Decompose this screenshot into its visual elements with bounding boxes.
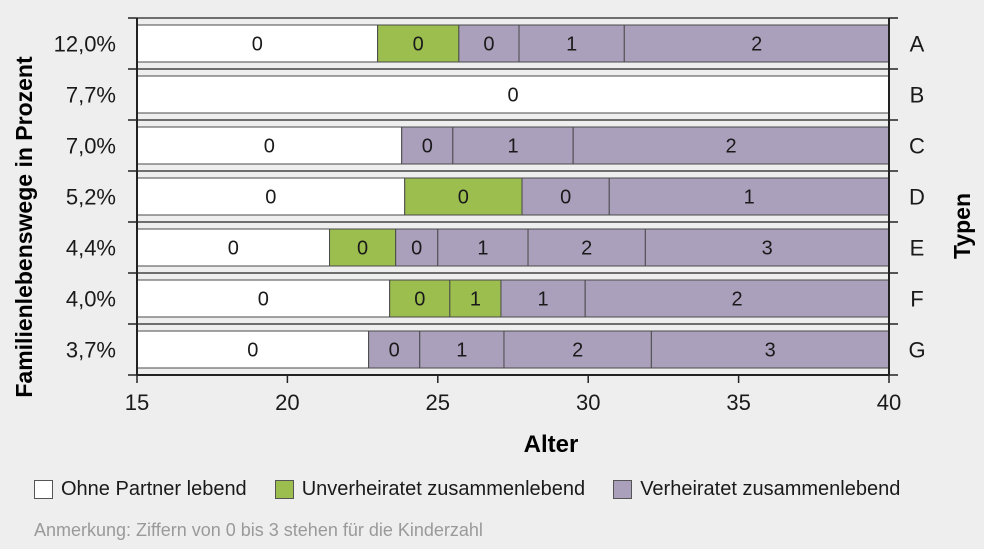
x-axis-label: Alter (524, 431, 579, 458)
bar-segment (452, 126, 574, 165)
row-percent-label: 7,0% (66, 134, 116, 159)
bars: 0 0 0 1 2 0 0 0 1 2 0 0 0 1 0 0 0 1 2 3 0 0 1 1 2 0 0 1 2 3 (136, 24, 890, 369)
segment-label: 0 (247, 340, 258, 362)
bar-segment (500, 279, 586, 318)
x-tick-label: 15 (125, 390, 149, 415)
row-type-label: B (910, 83, 925, 108)
legend-item-verheiratet: Verheiratet zusammenlebend (613, 478, 900, 501)
segment-label: 0 (413, 34, 424, 56)
x-tick-label: 25 (426, 390, 450, 415)
segment-label: 1 (456, 340, 467, 362)
bar-segment (584, 279, 890, 318)
row-percent-label: 4,0% (66, 287, 116, 312)
segment-label: 1 (744, 187, 755, 209)
row-percent-label: 7,7% (66, 83, 116, 108)
segment-label: 2 (581, 238, 592, 260)
bar-segment (395, 228, 439, 267)
row-type-label: D (909, 185, 925, 210)
segment-label: 0 (389, 340, 400, 362)
bar-segment (136, 177, 406, 216)
right-axis-label: Typen (949, 193, 975, 259)
bar-segment (644, 228, 890, 267)
legend-item-unverheiratet: Unverheiratet zusammenlebend (274, 478, 586, 501)
row-percent-label: 4,4% (66, 236, 116, 261)
bar-segment (503, 330, 652, 369)
legend: Ohne Partner lebend Unverheiratet zusamm… (34, 478, 928, 501)
segment-label: 1 (470, 289, 481, 311)
bar-segment (368, 330, 421, 369)
segment-label: 0 (252, 34, 263, 56)
bar-segment (329, 228, 397, 267)
bar-segment (136, 279, 391, 318)
segment-label: 1 (538, 289, 549, 311)
bar-segment (136, 75, 890, 114)
segment-label: 0 (258, 289, 269, 311)
row-percent-label: 12,0% (54, 32, 116, 57)
bar-segment (419, 330, 505, 369)
x-tick-label: 20 (275, 390, 299, 415)
segment-label: 0 (411, 238, 422, 260)
segment-label: 0 (357, 238, 368, 260)
legend-label: Unverheiratet zusammenlebend (301, 478, 586, 500)
bar-segment (437, 228, 529, 267)
x-tick-label: 30 (576, 390, 600, 415)
segment-label: 0 (422, 136, 433, 158)
segment-label: 0 (265, 187, 276, 209)
segment-label: 0 (560, 187, 571, 209)
row-percent-label: 5,2% (66, 185, 116, 210)
segment-label: 3 (765, 340, 776, 362)
legend-item-ohne-partner: Ohne Partner lebend (34, 478, 247, 501)
bar-segment (389, 279, 451, 318)
bar-segment (136, 126, 403, 165)
legend-swatch-green (274, 480, 294, 499)
legend-swatch-white (34, 480, 53, 499)
row-type-label: E (910, 236, 925, 261)
row-type-label: C (909, 134, 925, 159)
x-tick-label: 40 (877, 390, 901, 415)
segment-label: 2 (751, 34, 762, 56)
legend-label: Verheiratet zusammenlebend (640, 478, 901, 500)
bar-segment (650, 330, 890, 369)
segment-label: 1 (477, 238, 488, 260)
axes: 12,0% A7,7% B7,0% C5,2% D4,4% E4,0% F3,7% G15 20… (54, 17, 926, 415)
segment-label: 1 (507, 136, 518, 158)
legend-swatch-purple (613, 480, 633, 499)
segment-label: 0 (228, 238, 239, 260)
segment-label: 2 (726, 136, 737, 158)
segment-label: 0 (414, 289, 425, 311)
stacked-bar-chart: 0 0 0 1 200 0 1 20 0 0 10 0 0 1 2 30 0 1 1 20 0 1 2 3 12,0% A7,7… (11, 17, 975, 458)
bar-segment (449, 279, 502, 318)
segment-label: 1 (566, 34, 577, 56)
x-tick-label: 35 (726, 390, 750, 415)
segment-label: 0 (264, 136, 275, 158)
bar-segment (136, 228, 331, 267)
bar-segment (521, 177, 610, 216)
row-grid (137, 17, 889, 376)
bar-segment (527, 228, 646, 267)
row-type-label: A (910, 32, 925, 57)
row-percent-label: 3,7% (66, 338, 116, 363)
segment-label: 0 (507, 85, 518, 107)
footnote: Anmerkung: Ziffern von 0 bis 3 stehen fü… (34, 520, 483, 540)
legend-label: Ohne Partner lebend (61, 478, 247, 500)
segment-label: 0 (458, 187, 469, 209)
y-axis-label: Familienlebenswege in Prozent (11, 56, 37, 398)
segment-label: 2 (572, 340, 583, 362)
segment-label: 2 (732, 289, 743, 311)
bar-segment (608, 177, 890, 216)
bar-segment (404, 177, 523, 216)
bar-segment (377, 24, 460, 63)
row-type-label: G (908, 338, 925, 363)
segment-label: 3 (762, 238, 773, 260)
bar-segment (401, 126, 454, 165)
row-type-label: F (910, 287, 923, 312)
segment-label: 0 (483, 34, 494, 56)
